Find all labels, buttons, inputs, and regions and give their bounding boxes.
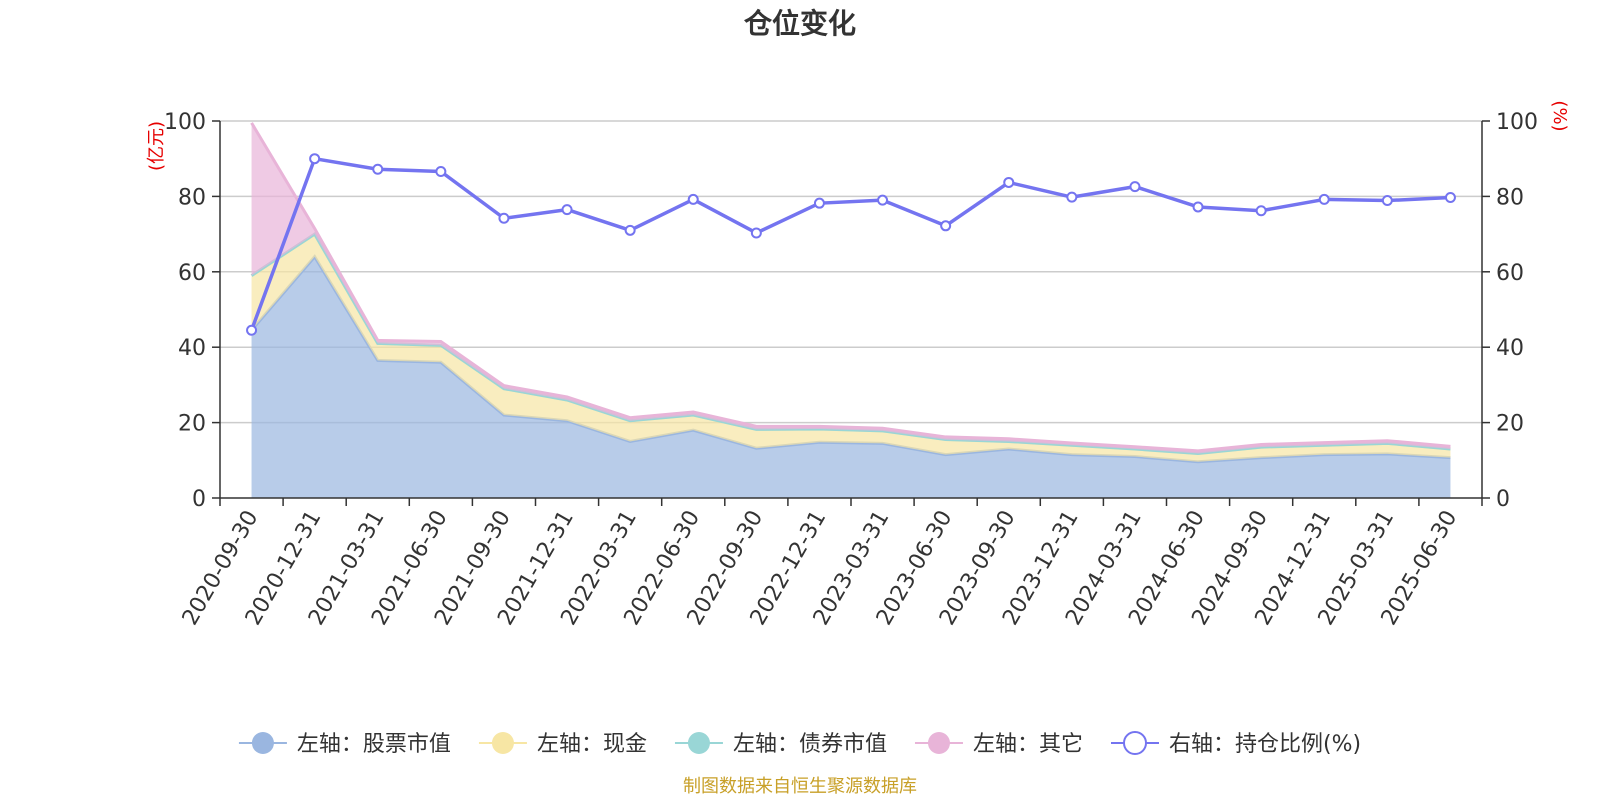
holding-ratio-line-series [246,153,1456,336]
legend-label-0: 左轴：股票市值 [297,732,451,757]
holding-ratio-point-12 [1003,176,1015,188]
holding-ratio-point-7 [687,193,699,205]
holding-ratio-point-9 [813,197,825,209]
holding-ratio-point-5 [561,204,573,216]
data-source-note: 制图数据来自恒生聚源数据库 [683,776,917,797]
legend-item-2: 左轴：债券市值 [674,732,887,757]
area-series-1 [251,234,1451,462]
right-tick-label-80: 80 [1496,185,1524,210]
right-tick-label-0: 0 [1496,487,1510,512]
legend-item-4: 右轴：持仓比例(%) [1110,731,1361,757]
holding-ratio-point-16 [1255,205,1267,217]
legend-label-2: 左轴：债券市值 [733,732,887,757]
holding-ratio-point-2 [372,163,384,175]
right-tick-label-40: 40 [1496,336,1524,361]
right-tick-label-60: 60 [1496,261,1524,286]
holding-ratio-point-8 [750,227,762,239]
holding-ratio-point-19 [1444,192,1456,204]
holding-ratio-point-10 [877,194,889,206]
holding-ratio-point-6 [624,224,636,236]
holding-ratio-point-15 [1192,201,1204,213]
legend-marker-1 [491,732,514,754]
left-tick-label-0: 0 [192,487,206,512]
right-axis-unit: (%) [1549,100,1570,131]
left-axis-unit: (亿元) [146,121,167,171]
left-tick-label-100: 100 [164,110,206,135]
legend-label-3: 左轴：其它 [973,732,1083,757]
holding-ratio-point-3 [435,166,447,178]
stacked-area-series [250,122,1451,498]
left-tick-label-40: 40 [178,336,206,361]
holding-ratio-point-18 [1381,195,1393,207]
left-tick-label-60: 60 [178,261,206,286]
legend-marker-4 [1122,731,1147,755]
legend-marker-0 [251,732,274,754]
legend-label-1: 左轴：现金 [537,732,647,757]
legend-marker-2 [687,732,710,754]
left-tick-label-20: 20 [178,412,206,437]
legend-marker-3 [927,732,950,754]
area-edge-3 [250,122,1451,453]
holding-ratio-point-0 [246,324,258,336]
area-series-0 [251,256,1451,498]
holding-ratio-point-1 [309,153,321,165]
legend-label-4: 右轴：持仓比例(%) [1169,732,1361,757]
holding-ratio-point-17 [1318,193,1330,205]
left-tick-label-80: 80 [178,185,206,210]
legend: 左轴：股票市值 左轴：现金 左轴：债券市值 左轴：其它 右轴：持仓比例(%) [238,731,1361,757]
right-tick-label-20: 20 [1496,412,1524,437]
holding-ratio-line [249,156,1451,331]
right-tick-label-100: 100 [1496,110,1538,135]
holding-ratio-point-4 [498,212,510,224]
holding-ratio-point-14 [1129,181,1141,193]
chart-title: 仓位变化 [744,7,856,40]
legend-item-1: 左轴：现金 [478,732,647,757]
legend-item-0: 左轴：股票市值 [238,732,451,757]
holding-ratio-point-11 [940,220,952,232]
holding-ratio-point-13 [1066,191,1078,203]
legend-item-3: 左轴：其它 [914,732,1083,757]
